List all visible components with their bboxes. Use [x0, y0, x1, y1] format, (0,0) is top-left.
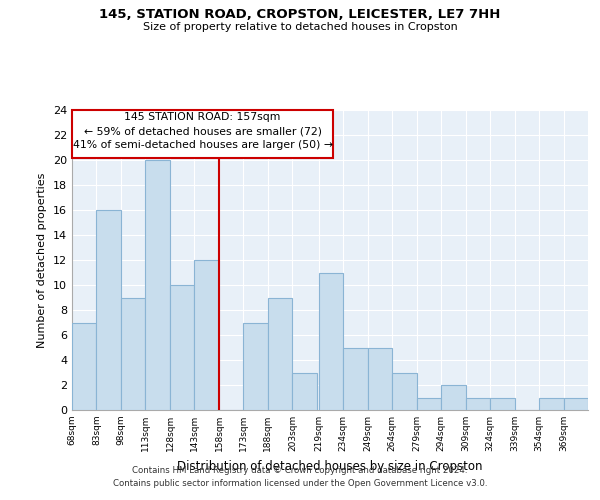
Bar	[97, 210, 121, 410]
Bar	[292, 372, 317, 410]
Bar	[368, 348, 392, 410]
Bar	[268, 298, 292, 410]
Bar	[563, 398, 588, 410]
Bar	[441, 385, 466, 410]
Bar	[244, 322, 268, 410]
Bar	[539, 398, 563, 410]
Bar	[319, 272, 343, 410]
Bar	[72, 322, 97, 410]
Bar	[121, 298, 145, 410]
Text: Size of property relative to detached houses in Cropston: Size of property relative to detached ho…	[143, 22, 457, 32]
Bar	[145, 160, 170, 410]
Text: Contains HM Land Registry data © Crown copyright and database right 2024.
Contai: Contains HM Land Registry data © Crown c…	[113, 466, 487, 487]
Y-axis label: Number of detached properties: Number of detached properties	[37, 172, 47, 348]
Bar	[343, 348, 368, 410]
Bar	[466, 398, 490, 410]
FancyBboxPatch shape	[72, 110, 333, 158]
Bar	[392, 372, 416, 410]
Text: 145 STATION ROAD: 157sqm
← 59% of detached houses are smaller (72)
41% of semi-d: 145 STATION ROAD: 157sqm ← 59% of detach…	[73, 112, 332, 150]
Bar	[490, 398, 515, 410]
X-axis label: Distribution of detached houses by size in Cropston: Distribution of detached houses by size …	[177, 460, 483, 472]
Text: 145, STATION ROAD, CROPSTON, LEICESTER, LE7 7HH: 145, STATION ROAD, CROPSTON, LEICESTER, …	[100, 8, 500, 20]
Bar	[416, 398, 441, 410]
Bar	[194, 260, 219, 410]
Bar	[170, 285, 194, 410]
